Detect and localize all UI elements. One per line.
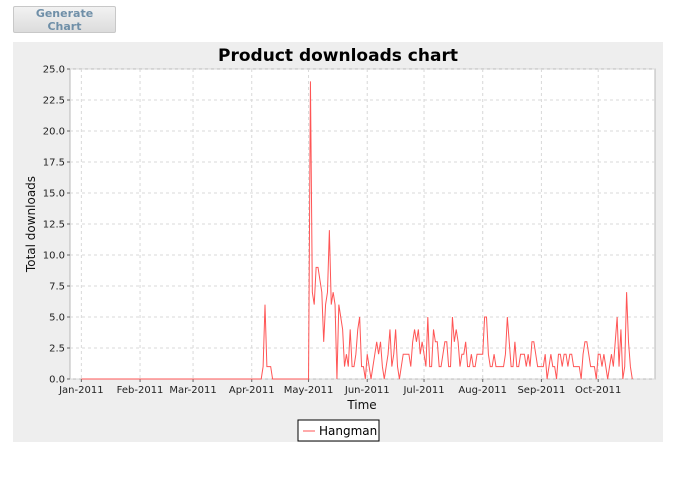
y-tick-label: 17.5 — [43, 158, 65, 169]
y-tick-label: 25.0 — [43, 65, 65, 76]
y-tick-label: 12.5 — [43, 220, 65, 231]
series-layer — [81, 81, 633, 380]
x-tick-label: Oct-2011 — [575, 385, 621, 396]
legend: Hangman — [297, 419, 380, 442]
y-axis-label: Total downloads — [24, 176, 38, 273]
x-axis-label: Time — [346, 398, 376, 412]
y-tick-label: 20.0 — [43, 127, 65, 138]
y-tick-label: 22.5 — [43, 96, 65, 107]
grid-layer — [70, 68, 655, 380]
y-tick-label: 5.0 — [49, 313, 65, 324]
y-tick-label: 2.5 — [49, 344, 65, 355]
x-tick-label: Apr-2011 — [229, 385, 275, 396]
x-tick-label: Feb-2011 — [117, 385, 164, 396]
plot-area — [69, 68, 656, 380]
x-tick-label: Mar-2011 — [169, 385, 216, 396]
legend-label: Hangman — [319, 424, 377, 438]
x-tick-label: Aug-2011 — [458, 385, 507, 396]
y-tick-label: 15.0 — [43, 189, 65, 200]
chart-panel: Product downloads chart 0.0 2.5 5.0 7.5 10.0… — [13, 42, 663, 442]
tick-layer: 0.0 2.5 5.0 7.5 10.0 12.5 15.0 17.5 20.0 22.5 25.0… — [43, 65, 622, 397]
y-tick-label: 0.0 — [49, 375, 65, 386]
x-tick-label: Jun-2011 — [344, 385, 390, 396]
x-tick-label: Jul-2011 — [402, 385, 444, 396]
y-tick-label: 7.5 — [49, 282, 65, 293]
y-tick-label: 10.0 — [43, 251, 65, 262]
generate-chart-button[interactable]: Generate Chart — [13, 6, 116, 33]
legend-box — [297, 419, 380, 442]
series-line-hangman — [81, 81, 633, 380]
line-chart: Product downloads chart 0.0 2.5 5.0 7.5 10.0… — [24, 46, 656, 442]
chart-title: Product downloads chart — [218, 46, 458, 66]
x-tick-label: Jan-2011 — [58, 385, 103, 396]
x-tick-label: May-2011 — [284, 385, 334, 396]
x-tick-label: Sep-2011 — [517, 385, 565, 396]
